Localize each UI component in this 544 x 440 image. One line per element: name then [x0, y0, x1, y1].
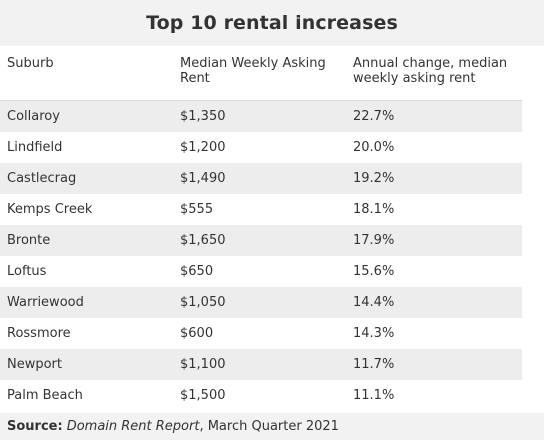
data-table: Suburb Median Weekly Asking Rent Annual … — [0, 46, 522, 411]
suburb-cell: Bronte — [7, 233, 51, 248]
table-row: Collaroy $1,350 22.7% — [0, 101, 522, 132]
median-rent-cell: $1,100 — [180, 357, 226, 372]
table-header-row: Suburb Median Weekly Asking Rent Annual … — [0, 46, 522, 101]
suburb-cell: Rossmore — [7, 326, 71, 341]
median-rent-cell: $1,350 — [180, 109, 226, 124]
table-row: Rossmore $600 14.3% — [0, 318, 522, 349]
source-publication: Domain Rent Report — [66, 419, 200, 434]
annual-change-cell: 17.9% — [353, 233, 395, 248]
median-rent-cell: $1,200 — [180, 140, 226, 155]
table-row: Loftus $650 15.6% — [0, 256, 522, 287]
annual-change-cell: 22.7% — [353, 109, 395, 124]
suburb-cell: Collaroy — [7, 109, 60, 124]
column-header-suburb: Suburb — [7, 56, 54, 71]
suburb-cell: Palm Beach — [7, 388, 83, 403]
table-row: Castlecrag $1,490 19.2% — [0, 163, 522, 194]
source-period: , March Quarter 2021 — [199, 419, 339, 434]
suburb-cell: Loftus — [7, 264, 47, 279]
source-label: Source: — [7, 419, 63, 434]
annual-change-cell: 15.6% — [353, 264, 395, 279]
annual-change-cell: 18.1% — [353, 202, 395, 217]
median-rent-cell: $1,490 — [180, 171, 226, 186]
median-rent-cell: $1,650 — [180, 233, 226, 248]
column-header-median-rent: Median Weekly Asking Rent — [180, 56, 326, 86]
title-bar: Top 10 rental increases — [0, 0, 544, 46]
table-row: Palm Beach $1,500 11.1% — [0, 380, 522, 411]
suburb-cell: Warriewood — [7, 295, 84, 310]
median-rent-cell: $1,050 — [180, 295, 226, 310]
annual-change-cell: 11.7% — [353, 357, 395, 372]
suburb-cell: Newport — [7, 357, 63, 372]
median-rent-cell: $555 — [180, 202, 214, 217]
table-row: Newport $1,100 11.7% — [0, 349, 522, 380]
table-row: Kemps Creek $555 18.1% — [0, 194, 522, 225]
table-body: Collaroy $1,350 22.7% Lindfield $1,200 20.0% C… — [0, 101, 522, 411]
chart-title: Top 10 rental increases — [146, 12, 398, 34]
annual-change-cell: 14.4% — [353, 295, 395, 310]
suburb-cell: Lindfield — [7, 140, 63, 155]
table-row: Lindfield $1,200 20.0% — [0, 132, 522, 163]
median-rent-cell: $1,500 — [180, 388, 226, 403]
column-header-annual-change: Annual change, median weekly asking rent — [353, 56, 508, 86]
suburb-cell: Castlecrag — [7, 171, 77, 186]
source-footer: Source: Domain Rent Report , March Quart… — [0, 413, 544, 440]
median-rent-cell: $600 — [180, 326, 214, 341]
annual-change-cell: 20.0% — [353, 140, 395, 155]
table-row: Warriewood $1,050 14.4% — [0, 287, 522, 318]
suburb-cell: Kemps Creek — [7, 202, 93, 217]
median-rent-cell: $650 — [180, 264, 214, 279]
table-row: Bronte $1,650 17.9% — [0, 225, 522, 256]
annual-change-cell: 14.3% — [353, 326, 395, 341]
annual-change-cell: 19.2% — [353, 171, 395, 186]
annual-change-cell: 11.1% — [353, 388, 395, 403]
